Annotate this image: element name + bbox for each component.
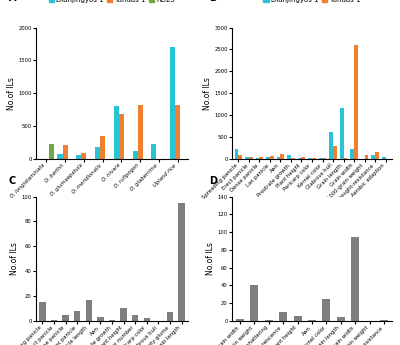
Bar: [322, 158, 326, 159]
Bar: [337, 317, 345, 321]
Bar: [344, 158, 347, 159]
Bar: [350, 149, 354, 159]
Bar: [340, 108, 344, 159]
Bar: [120, 308, 127, 321]
Bar: [144, 318, 150, 321]
Bar: [380, 320, 388, 321]
Bar: [308, 158, 312, 159]
Bar: [132, 150, 138, 159]
Bar: [175, 105, 180, 159]
Y-axis label: No.of ILs: No.of ILs: [10, 242, 19, 275]
Bar: [291, 158, 295, 159]
Bar: [138, 105, 143, 159]
Bar: [375, 152, 379, 159]
Bar: [265, 320, 273, 321]
Y-axis label: No.of ILs: No.of ILs: [206, 242, 215, 275]
Bar: [279, 312, 287, 321]
Bar: [351, 237, 359, 321]
Text: C: C: [9, 176, 16, 186]
Bar: [259, 157, 263, 159]
Text: A: A: [9, 0, 16, 3]
Bar: [170, 47, 175, 159]
Legend: Dianjingyos 1, Yundas 1, RD25: Dianjingyos 1, Yundas 1, RD25: [46, 0, 178, 6]
Bar: [58, 154, 62, 159]
Bar: [49, 144, 54, 159]
Bar: [100, 136, 105, 159]
Bar: [167, 312, 173, 321]
Bar: [319, 158, 322, 159]
Bar: [287, 155, 291, 159]
Bar: [245, 157, 249, 159]
Bar: [266, 157, 270, 159]
Bar: [372, 155, 375, 159]
Y-axis label: No.of ILs: No.of ILs: [202, 77, 212, 110]
Bar: [308, 320, 316, 321]
Bar: [51, 319, 57, 321]
Bar: [151, 144, 156, 159]
Bar: [86, 300, 92, 321]
Bar: [365, 155, 368, 159]
Text: D: D: [210, 176, 218, 186]
Text: B: B: [210, 0, 217, 3]
Bar: [76, 155, 81, 159]
Bar: [250, 285, 258, 321]
Y-axis label: No.of ILs: No.of ILs: [6, 77, 16, 110]
Bar: [235, 149, 238, 159]
Bar: [39, 302, 46, 321]
Bar: [109, 319, 115, 321]
Bar: [132, 315, 138, 321]
Bar: [322, 299, 330, 321]
Bar: [74, 311, 80, 321]
Bar: [95, 147, 100, 159]
Bar: [329, 131, 333, 159]
Bar: [298, 158, 302, 159]
Legend: Dianjingyos 1, Yundas 1: Dianjingyos 1, Yundas 1: [260, 0, 364, 6]
Bar: [81, 154, 86, 159]
Bar: [270, 156, 274, 159]
Bar: [114, 106, 119, 159]
Bar: [294, 316, 302, 321]
Bar: [280, 154, 284, 159]
Bar: [97, 317, 104, 321]
Bar: [256, 158, 259, 159]
Bar: [333, 146, 337, 159]
Bar: [119, 114, 124, 159]
Bar: [277, 157, 280, 159]
Bar: [62, 145, 68, 159]
Bar: [178, 203, 185, 321]
Bar: [238, 155, 242, 159]
Bar: [302, 157, 305, 159]
Bar: [62, 315, 69, 321]
Bar: [382, 157, 386, 159]
Bar: [354, 45, 358, 159]
Bar: [249, 157, 252, 159]
Bar: [312, 158, 316, 159]
Bar: [236, 319, 244, 321]
